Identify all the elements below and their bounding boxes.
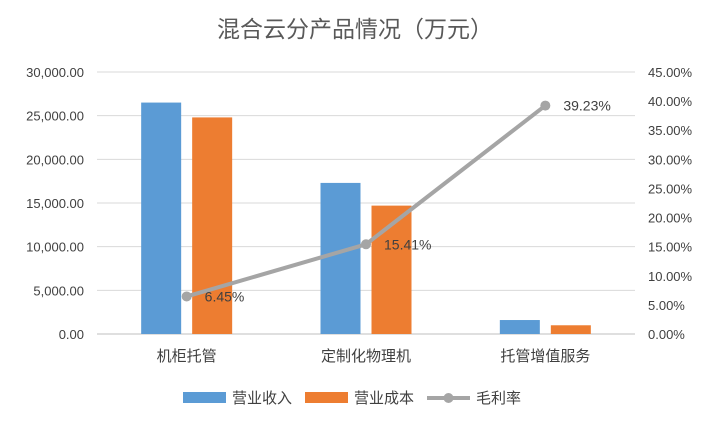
legend: 营业收入 营业成本 毛利率 (183, 389, 521, 407)
legend-label: 毛利率 (476, 389, 521, 407)
category-label: 定制化物理机 (321, 347, 411, 365)
bar-series (141, 102, 591, 334)
left-tick-label: 10,000.00 (26, 240, 84, 255)
chart-title: 混合云分产品情况（万元） (217, 17, 493, 43)
right-tick-label: 0.00% (648, 327, 685, 342)
left-tick-label: 25,000.00 (26, 109, 84, 124)
legend-marker (443, 393, 454, 403)
legend-swatch (305, 392, 348, 403)
margin-data-label: 6.45% (205, 288, 245, 304)
margin-data-label: 39.23% (563, 98, 610, 114)
category-labels: 机柜托管 定制化物理机 托管增值服务 (157, 347, 591, 365)
right-tick-label: 40.00% (648, 94, 693, 109)
left-tick-label: 0.00 (59, 327, 84, 342)
left-tick-label: 20,000.00 (26, 152, 84, 167)
right-tick-label: 30.00% (648, 152, 693, 167)
margin-point (361, 239, 371, 250)
margin-point (540, 100, 551, 111)
legend-label: 营业收入 (232, 389, 292, 407)
right-tick-label: 10.00% (648, 269, 693, 284)
right-tick-label: 5.00% (648, 298, 685, 313)
right-tick-label: 35.00% (648, 123, 693, 138)
margin-line (184, 103, 548, 299)
right-tick-label: 20.00% (648, 211, 693, 226)
category-label: 机柜托管 (157, 347, 217, 365)
left-tick-label: 15,000.00 (26, 196, 84, 211)
bar-cost (192, 117, 233, 334)
right-tick-label: 15.00% (648, 240, 693, 255)
category-label: 托管增值服务 (500, 347, 590, 365)
right-tick-label: 45.00% (648, 65, 693, 80)
right-axis-ticks: 0.00% 5.00% 10.00% 15.00% 20.00% 25.00% 30.00%… (648, 65, 693, 342)
left-tick-label: 30,000.00 (26, 65, 84, 80)
legend-label: 营业成本 (354, 389, 414, 407)
right-tick-label: 25.00% (648, 181, 693, 196)
bar-revenue (499, 320, 540, 334)
bar-revenue (320, 182, 361, 334)
left-axis-ticks: 0.00 5,000.00 10,000.00 15,000.00 20,000.00 2… (26, 65, 84, 342)
bar-cost (550, 325, 591, 334)
line-series: 6.45% 15.41% 39.23% (181, 98, 611, 304)
bar-revenue (141, 102, 182, 334)
left-tick-label: 5,000.00 (33, 283, 84, 298)
legend-swatch (183, 392, 226, 403)
margin-point (181, 291, 192, 302)
margin-data-label: 15.41% (384, 236, 431, 252)
